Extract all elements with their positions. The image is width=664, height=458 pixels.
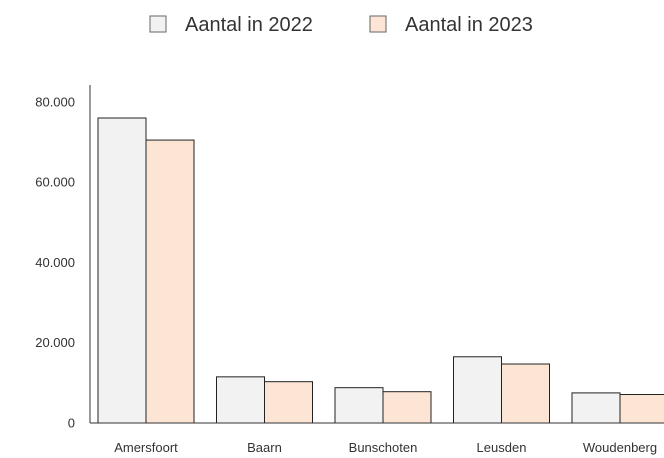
legend-label-aantal-in-2022: Aantal in 2022 <box>185 14 313 36</box>
bar-amersfoort-aantal-in-2023 <box>145 139 195 424</box>
y-tick-label: 20.000 <box>35 335 75 350</box>
bars <box>97 117 664 424</box>
y-tick-label: 40.000 <box>35 255 75 270</box>
x-tick-label-leusden: Leusden <box>477 440 527 455</box>
legend-swatch-aantal-in-2023 <box>369 15 387 33</box>
bar-woudenberg-aantal-in-2023 <box>619 394 664 424</box>
y-tick-label: 80.000 <box>35 94 75 109</box>
x-tick-label-amersfoort: Amersfoort <box>114 440 178 455</box>
legend-label-aantal-in-2023: Aantal in 2023 <box>405 14 533 36</box>
bar-baarn-aantal-in-2023 <box>264 381 313 424</box>
bar-bunschoten-aantal-in-2023 <box>382 391 432 424</box>
legend: Aantal in 2022 Aantal in 2023 <box>149 14 533 36</box>
x-tick-label-bunschoten: Bunschoten <box>349 440 418 455</box>
bar-leusden-aantal-in-2023 <box>501 363 550 424</box>
y-tick-label: 60.000 <box>35 175 75 190</box>
bar-woudenberg-aantal-in-2022 <box>571 392 621 424</box>
bar-baarn-aantal-in-2022 <box>216 376 265 424</box>
bar-bunschoten-aantal-in-2022 <box>334 387 384 424</box>
x-tick-label-woudenberg: Woudenberg <box>583 440 657 455</box>
y-axis: 0 20.000 40.000 60.000 80.000 <box>35 85 91 431</box>
bar-amersfoort-aantal-in-2022 <box>97 117 147 424</box>
legend-swatch-aantal-in-2022 <box>149 15 167 33</box>
bar-leusden-aantal-in-2022 <box>453 356 502 424</box>
x-axis: Amersfoort Baarn Bunschoten Leusden Woudenbe… <box>90 422 664 455</box>
x-tick-label-baarn: Baarn <box>247 440 282 455</box>
y-tick-label: 0 <box>68 416 75 431</box>
